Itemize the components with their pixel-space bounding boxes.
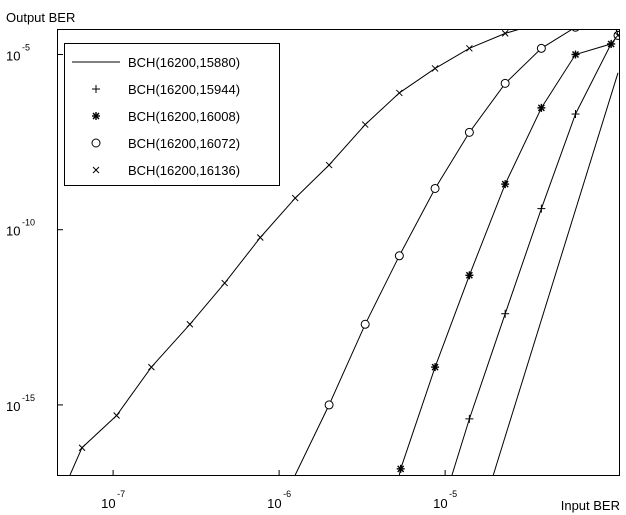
- series-layer: [69, 6, 619, 475]
- legend-label: BCH(16200,16136): [128, 163, 240, 178]
- data-point: [395, 89, 403, 97]
- data-point: [608, 6, 614, 12]
- y-tick-label: 10: [6, 399, 20, 414]
- data-point: [465, 414, 474, 423]
- y-tick-exponent: -10: [22, 218, 35, 228]
- x-tick-label: 10: [101, 496, 115, 511]
- legend-label: BCH(16200,16072): [128, 136, 240, 151]
- data-point: [396, 464, 405, 473]
- legend-marker: [92, 112, 100, 120]
- series-1: [492, 72, 619, 475]
- data-point: [501, 30, 509, 37]
- data-point: [607, 39, 616, 48]
- data-point: [501, 309, 510, 318]
- legend-box: [64, 43, 280, 186]
- data-point: [291, 194, 299, 202]
- y-axis-label: Output BER: [6, 10, 75, 25]
- data-point: [221, 279, 229, 287]
- data-point: [360, 319, 370, 329]
- x-tick-exponent: -6: [283, 489, 291, 499]
- data-point: [113, 412, 120, 419]
- x-tick-label: 10: [267, 496, 281, 511]
- y-tick-label: 10: [6, 48, 20, 63]
- legend-item: BCH(16200,16008): [92, 109, 240, 124]
- data-point: [256, 234, 264, 241]
- y-tick-label: 10: [6, 224, 20, 239]
- legend-marker: [91, 138, 101, 148]
- data-point: [78, 444, 86, 452]
- legend-item: BCH(16200,16136): [92, 163, 240, 178]
- legend-label: BCH(16200,16008): [128, 109, 240, 124]
- data-point: [571, 30, 580, 32]
- data-point: [148, 363, 155, 371]
- data-point: [431, 363, 440, 372]
- data-point: [537, 204, 546, 213]
- legend-marker: [92, 85, 100, 93]
- legend-label: BCH(16200,15880): [128, 55, 240, 70]
- x-axis-label: Input BER: [561, 498, 620, 513]
- y-tick-exponent: -15: [22, 393, 35, 403]
- y-tick-exponent: -5: [22, 42, 30, 52]
- data-point: [572, 14, 578, 20]
- legend-marker: [92, 166, 100, 174]
- x-tick-exponent: -7: [117, 489, 125, 499]
- data-point: [325, 161, 333, 169]
- data-point: [501, 180, 510, 189]
- series-5: [69, 6, 619, 475]
- data-point: [607, 9, 615, 17]
- data-point: [465, 271, 474, 280]
- legend-item: BCH(16200,15880): [72, 55, 240, 70]
- data-point: [186, 320, 194, 328]
- data-point: [571, 110, 580, 119]
- legend-item: BCH(16200,16072): [91, 136, 240, 151]
- data-point: [394, 251, 404, 261]
- legend: BCH(16200,15880) BCH(16200,15944) BCH(1620…: [64, 43, 280, 186]
- data-point: [614, 32, 619, 39]
- data-point: [431, 65, 439, 72]
- data-point: [466, 44, 473, 52]
- data-point: [361, 121, 369, 128]
- data-point: [500, 78, 510, 88]
- x-tick-label: 10: [433, 496, 447, 511]
- data-point: [464, 127, 474, 137]
- data-point: [430, 183, 440, 193]
- data-point: [536, 43, 546, 53]
- legend-item: BCH(16200,15944): [92, 82, 240, 97]
- x-tick-exponent: -5: [449, 489, 457, 499]
- legend-label: BCH(16200,15944): [128, 82, 240, 97]
- series-line-5: [69, 30, 619, 475]
- series-line-1: [492, 72, 619, 475]
- data-point: [571, 50, 580, 59]
- data-point: [537, 103, 546, 112]
- series-3: [396, 31, 619, 475]
- data-point: [324, 400, 334, 410]
- data-point: [538, 20, 544, 26]
